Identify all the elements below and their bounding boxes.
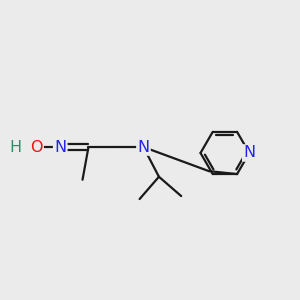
Text: O: O (30, 140, 43, 154)
Text: N: N (243, 146, 255, 160)
Text: N: N (137, 140, 149, 154)
Text: N: N (54, 140, 66, 154)
Text: H: H (10, 140, 22, 154)
